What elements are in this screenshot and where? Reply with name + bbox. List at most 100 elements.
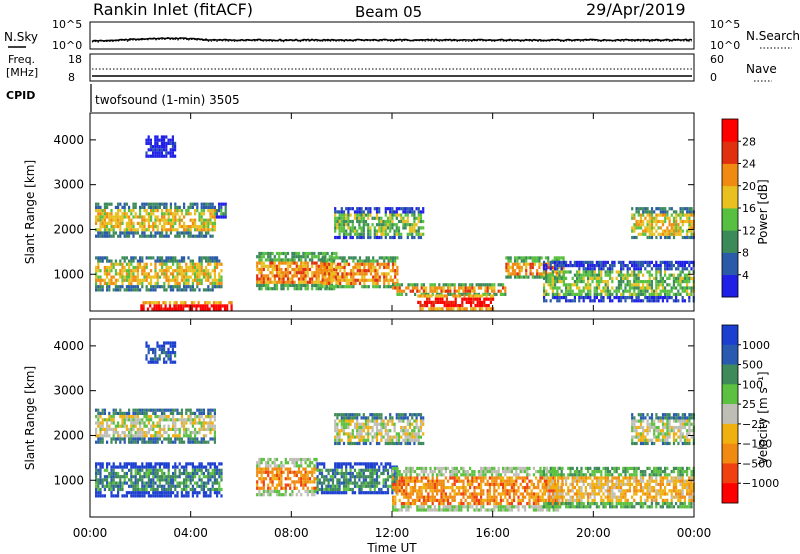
data-cell (389, 207, 392, 211)
data-cell (422, 441, 425, 446)
data-cell (324, 251, 327, 256)
data-cell (264, 477, 268, 481)
data-cell (393, 210, 396, 214)
data-cell (280, 251, 283, 256)
data-cell (147, 135, 150, 139)
data-cell (617, 273, 620, 277)
data-cell (334, 425, 337, 430)
data-cell (123, 465, 126, 469)
data-cell (161, 471, 164, 476)
data-cell (156, 275, 159, 279)
data-cell (165, 278, 168, 282)
data-cell (395, 216, 398, 220)
data-cell (376, 275, 379, 279)
data-cell (353, 413, 357, 417)
data-cell (422, 422, 425, 426)
data-cell (165, 154, 168, 158)
data-cell (686, 276, 689, 280)
data-cell (631, 273, 634, 277)
data-cell (165, 475, 168, 479)
data-cell (134, 462, 137, 466)
data-cell (367, 425, 370, 430)
data-cell (209, 475, 212, 479)
data-cell (112, 431, 115, 435)
data-cell (384, 441, 387, 446)
power-data-layer (95, 135, 695, 311)
data-cell (264, 280, 268, 284)
data-cell (103, 418, 106, 422)
data-cell (648, 416, 651, 420)
data-cell (132, 491, 135, 495)
data-cell (216, 471, 219, 476)
data-cell (187, 269, 190, 273)
data-cell (336, 441, 339, 446)
data-cell (114, 221, 117, 225)
data-cell (413, 435, 416, 439)
data-cell (154, 215, 157, 219)
data-cell (183, 440, 186, 444)
data-cell (648, 425, 651, 430)
data-cell (132, 481, 135, 485)
data-cell (324, 283, 327, 288)
data-cell (185, 262, 188, 266)
data-cell (378, 229, 381, 233)
data-cell (262, 477, 265, 481)
data-cell (672, 264, 675, 268)
data-cell (443, 300, 446, 304)
data-cell (160, 148, 163, 152)
data-cell (411, 286, 414, 290)
data-cell (260, 261, 263, 265)
data-cell (291, 261, 294, 265)
data-cell (145, 418, 148, 422)
data-cell (125, 262, 128, 266)
data-cell (284, 267, 287, 272)
data-cell (543, 276, 546, 280)
data-cell (661, 299, 664, 303)
data-cell (154, 487, 157, 492)
data-cell (278, 483, 281, 487)
data-cell (295, 251, 298, 256)
data-cell (342, 441, 346, 446)
data-cell (284, 274, 287, 278)
data-cell (587, 264, 590, 268)
data-cell (291, 280, 294, 284)
data-cell (622, 273, 625, 277)
data-cell (637, 299, 640, 303)
data-cell (291, 258, 294, 262)
data-cell (593, 264, 596, 268)
data-cell (152, 209, 155, 213)
data-cell (382, 219, 385, 224)
data-cell (356, 207, 359, 211)
data-cell (108, 288, 111, 292)
data-cell (672, 286, 675, 290)
data-cell (639, 416, 643, 420)
data-cell (213, 265, 216, 270)
data-cell (637, 232, 640, 236)
data-cell (425, 286, 428, 290)
data-cell (123, 259, 126, 263)
data-cell (209, 272, 212, 276)
data-cell (391, 262, 395, 266)
data-cell (650, 286, 653, 290)
data-cell (123, 424, 126, 428)
data-cell (280, 480, 283, 484)
data-cell (125, 424, 128, 428)
data-cell (141, 281, 144, 286)
data-cell (679, 435, 682, 439)
data-cell (147, 256, 150, 260)
data-cell (163, 437, 166, 441)
data-cell (267, 464, 270, 468)
data-cell (99, 440, 102, 444)
data-cell (514, 256, 517, 260)
data-cell (406, 207, 409, 211)
data-cell (114, 281, 117, 286)
data-cell (336, 425, 339, 430)
data-cell (334, 435, 337, 439)
data-cell (130, 440, 133, 444)
data-cell (385, 256, 388, 260)
data-cell (132, 434, 135, 438)
data-cell (207, 462, 210, 466)
data-cell (280, 464, 283, 468)
data-cell (661, 422, 665, 426)
data-cell (593, 286, 596, 290)
